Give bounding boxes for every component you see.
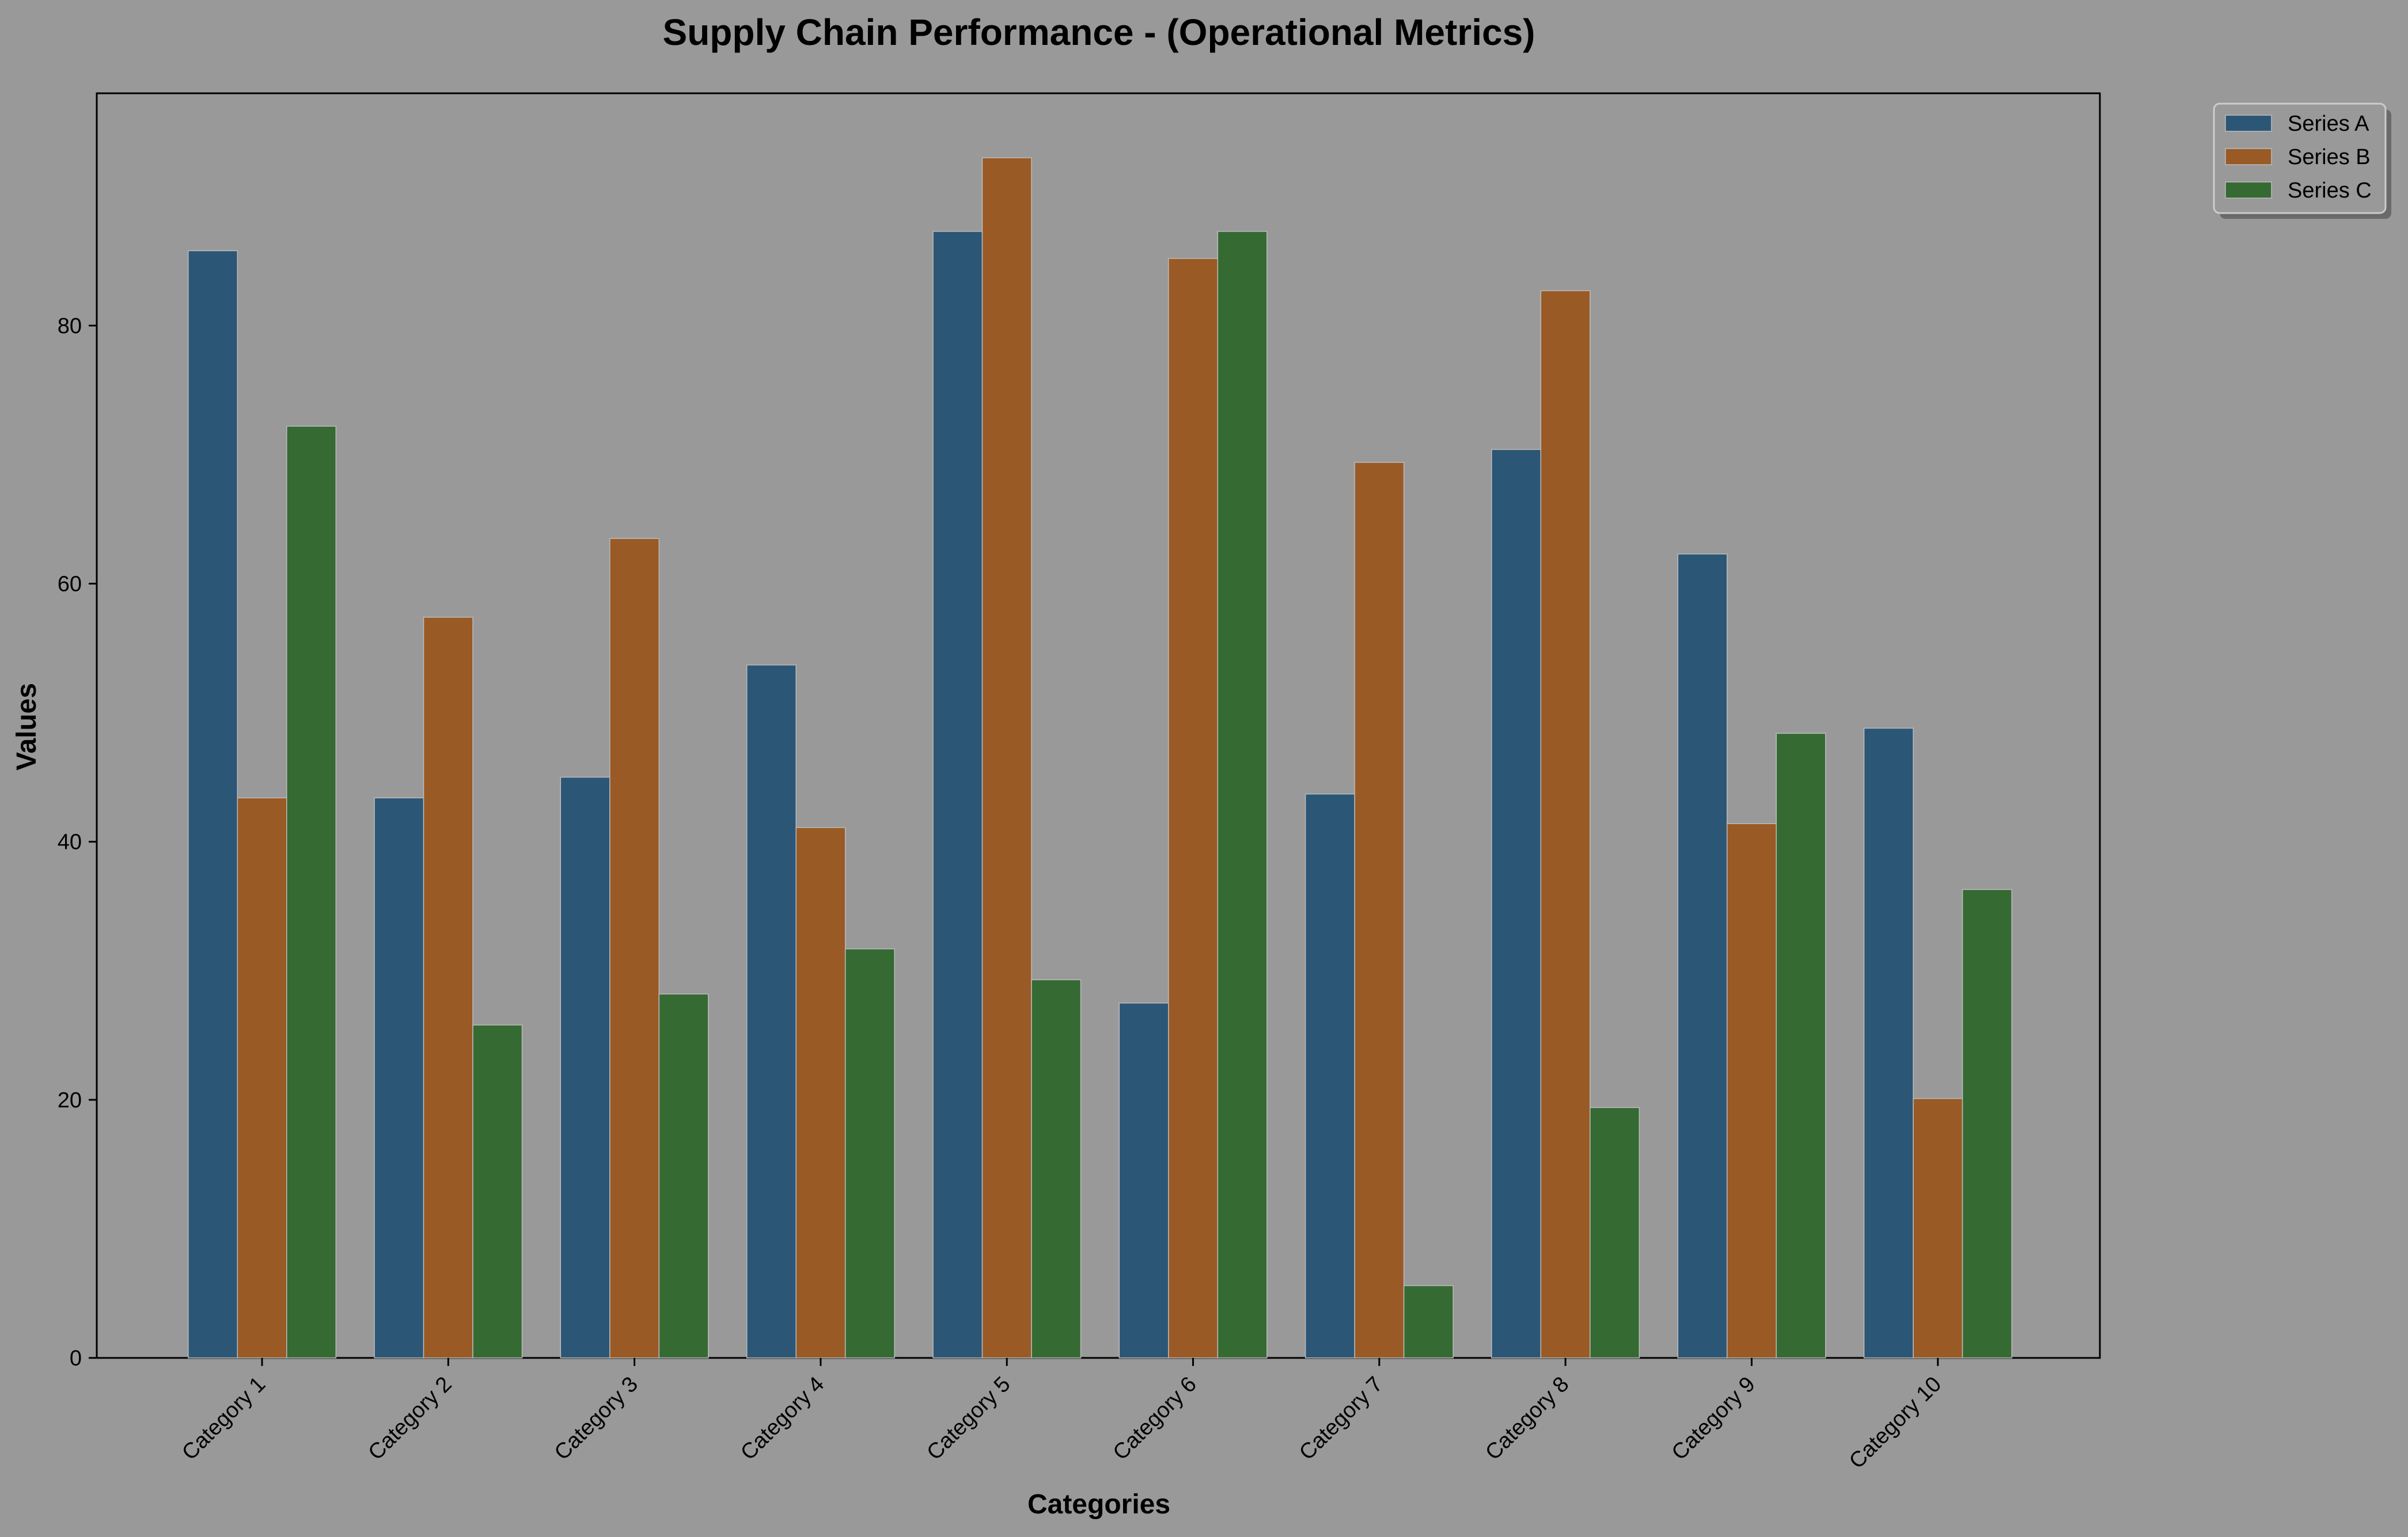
bar-series-b-10 (1913, 1098, 1963, 1358)
bar-series-a-3 (560, 776, 610, 1358)
bar-series-c-8 (1590, 1107, 1640, 1358)
y-tick-label: 40 (58, 830, 82, 855)
y-axis-ticks: 0 20 40 60 80 (58, 314, 97, 1371)
bar-series-c-6 (1217, 231, 1268, 1358)
bar-series-a-5 (932, 231, 983, 1358)
bar-series-a-1 (188, 250, 238, 1358)
bar-series-b-1 (237, 797, 287, 1358)
y-tick-label: 60 (58, 572, 82, 597)
bar-series-c-4 (844, 948, 895, 1358)
legend: Series A Series B Series C (2213, 103, 2391, 219)
bar-series-a-7 (1305, 794, 1355, 1358)
y-axis-label: Values (12, 683, 42, 771)
bar-series-a-2 (374, 797, 424, 1358)
bar-series-c-9 (1776, 733, 1826, 1358)
legend-swatch-series-b (2225, 148, 2272, 165)
bar-series-c-3 (658, 993, 709, 1358)
bar-series-b-6 (1168, 258, 1219, 1358)
bar-series-b-2 (423, 617, 473, 1358)
bar-series-c-2 (472, 1024, 523, 1358)
bar-series-c-10 (1962, 889, 2012, 1358)
x-axis-label: Categories (1027, 1489, 1170, 1520)
bar-series-a-9 (1677, 553, 1728, 1358)
y-tick-label: 80 (58, 314, 82, 338)
bar-series-a-6 (1118, 1003, 1169, 1358)
bar-series-a-4 (746, 664, 797, 1358)
bars-layer (188, 157, 2012, 1358)
chart-title: Supply Chain Performance - (Operational … (663, 12, 1535, 53)
bar-series-c-5 (1031, 979, 1082, 1358)
legend-swatch-series-c (2225, 181, 2272, 199)
bar-series-b-8 (1540, 290, 1591, 1358)
legend-label-series-c: Series C (2288, 179, 2372, 203)
bar-series-a-10 (1863, 727, 1914, 1358)
bar-series-b-9 (1726, 823, 1777, 1358)
bar-series-b-5 (981, 157, 1032, 1358)
bar-series-c-7 (1403, 1285, 1454, 1358)
bar-series-b-4 (795, 827, 846, 1358)
legend-label-series-b: Series B (2288, 145, 2371, 169)
bar-series-b-3 (609, 538, 660, 1358)
legend-label-series-a: Series A (2288, 112, 2369, 136)
legend-items: Series A Series B Series C (2225, 112, 2372, 203)
y-tick-label: 20 (58, 1088, 82, 1113)
bar-series-a-8 (1491, 449, 1542, 1358)
legend-swatch-series-a (2225, 115, 2272, 132)
bar-series-c-1 (286, 426, 337, 1358)
bar-series-b-7 (1354, 462, 1405, 1358)
y-tick-label: 0 (70, 1346, 82, 1371)
